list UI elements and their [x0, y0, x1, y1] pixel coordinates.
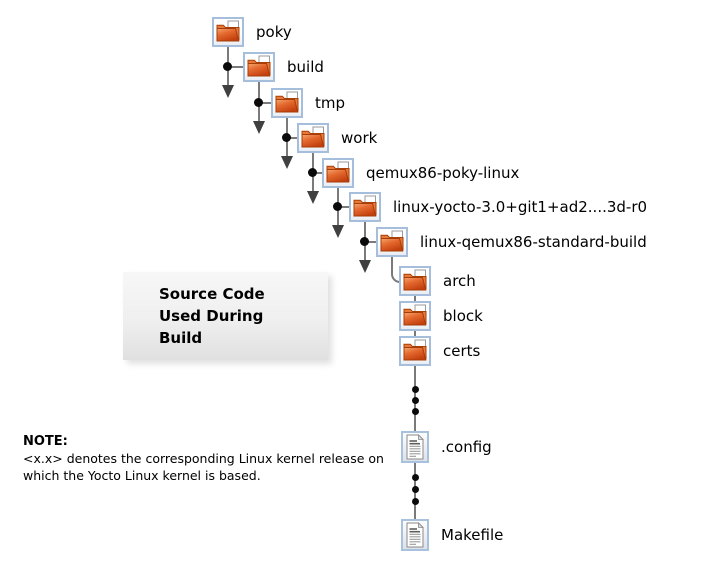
connector-line — [414, 331, 416, 336]
ellipsis-dot — [412, 486, 419, 493]
tree-node-label: arch — [443, 272, 476, 290]
connector-line — [414, 296, 416, 301]
down-arrow-icon — [332, 225, 344, 238]
callout-text: Build — [159, 329, 203, 347]
folder-icon — [399, 301, 431, 331]
down-arrow-icon — [222, 85, 234, 98]
folder-icon — [271, 88, 303, 118]
tree-node-label: Makefile — [441, 526, 504, 544]
tree-node-tmp: tmp — [271, 88, 345, 118]
tree-node-config: .config — [401, 431, 492, 463]
connector-line — [259, 102, 271, 104]
branch-dot — [333, 202, 342, 211]
note-title: NOTE: — [23, 434, 68, 449]
folder-icon — [212, 17, 244, 47]
tree-node-linux-qemux86-standard-build: linux-qemux86-standard-build — [376, 227, 647, 257]
source-code-callout: Source Code Used During Build — [123, 272, 328, 360]
connector-line — [228, 66, 243, 68]
note-block: NOTE: <x.x> denotes the corresponding Li… — [23, 433, 385, 484]
folder-icon — [376, 227, 408, 257]
file-icon — [401, 519, 429, 551]
elbow-connector — [391, 257, 402, 283]
tree-node-arch: arch — [399, 266, 476, 296]
tree-node-makefile: Makefile — [401, 519, 503, 551]
note-text: <x.x> denotes the corresponding Linux ke… — [23, 451, 384, 466]
folder-icon — [399, 266, 431, 296]
tree-node-linux-yocto: linux-yocto-3.0+git1+ad2....3d-r0 — [349, 192, 647, 222]
callout-text: Used During — [159, 307, 264, 325]
connector-line — [287, 137, 297, 139]
tree-node-qemux86-poky-linux: qemux86-poky-linux — [322, 158, 519, 188]
tree-node-poky: poky — [212, 17, 292, 47]
tree-node-label: build — [287, 58, 324, 76]
tree-node-certs: certs — [399, 336, 480, 366]
tree-node-label: certs — [443, 342, 481, 360]
ellipsis-dot — [412, 408, 419, 415]
branch-dot — [254, 98, 263, 107]
ellipsis-dot — [412, 386, 419, 393]
down-arrow-icon — [307, 191, 319, 204]
tree-node-label: qemux86-poky-linux — [366, 164, 520, 182]
tree-node-label: .config — [441, 438, 492, 456]
down-arrow-icon — [359, 260, 371, 273]
connector-line — [313, 172, 322, 174]
tree-node-build: build — [243, 52, 324, 82]
tree-node-work: work — [297, 123, 377, 153]
file-icon — [401, 431, 429, 463]
connector-line — [365, 241, 376, 243]
branch-dot — [360, 237, 369, 246]
tree-node-label: tmp — [315, 94, 346, 112]
branch-dot — [282, 133, 291, 142]
tree-node-label: linux-yocto-3.0+git1+ad2....3d-r0 — [393, 198, 648, 216]
ellipsis-dot — [412, 498, 419, 505]
branch-dot — [308, 168, 317, 177]
tree-node-label: work — [341, 129, 378, 147]
callout-text: Source Code — [159, 285, 265, 303]
note-text: which the Yocto Linux kernel is based. — [23, 468, 261, 483]
branch-dot — [223, 62, 232, 71]
tree-node-label: poky — [256, 23, 292, 41]
ellipsis-dot — [412, 474, 419, 481]
down-arrow-icon — [253, 121, 265, 134]
folder-icon — [349, 192, 381, 222]
down-arrow-icon — [281, 156, 293, 169]
folder-icon — [243, 52, 275, 82]
tree-node-label: block — [443, 307, 483, 325]
ellipsis-dot — [412, 397, 419, 404]
tree-node-label: linux-qemux86-standard-build — [420, 233, 647, 251]
tree-node-block: block — [399, 301, 483, 331]
folder-icon — [322, 158, 354, 188]
folder-icon — [399, 336, 431, 366]
connector-line — [338, 206, 349, 208]
folder-icon — [297, 123, 329, 153]
